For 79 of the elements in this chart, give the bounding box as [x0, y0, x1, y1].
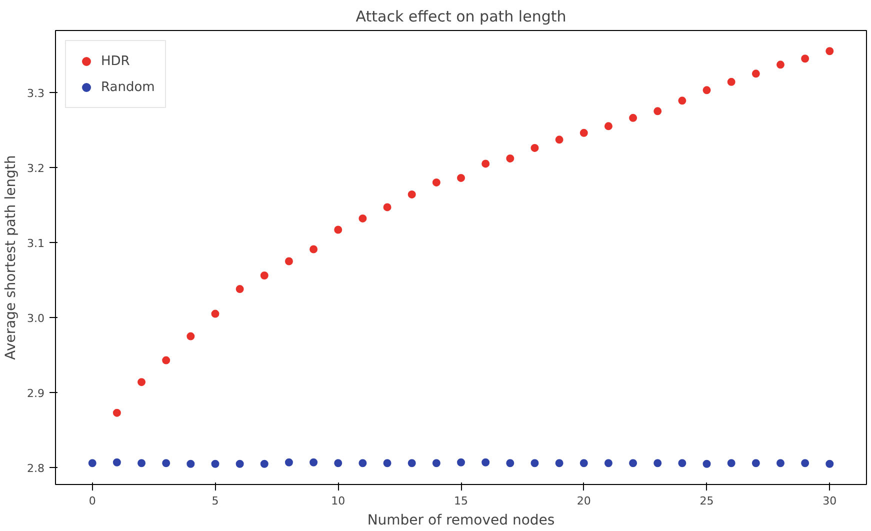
point [506, 459, 514, 468]
point [162, 459, 170, 468]
point [408, 190, 416, 198]
point [383, 459, 392, 468]
point [826, 47, 834, 56]
x-tick-label: 0 [88, 494, 96, 508]
point [186, 460, 195, 468]
point [604, 459, 612, 468]
x-tick-label: 10 [331, 494, 346, 508]
y-tick-label: 3.0 [27, 312, 45, 326]
point [112, 408, 121, 417]
y-tick-label: 2.9 [27, 387, 45, 400]
point [727, 459, 736, 468]
point [310, 245, 318, 254]
y-tick-label: 3.3 [27, 86, 45, 100]
point [506, 154, 514, 162]
point [555, 459, 564, 468]
point [702, 460, 711, 468]
point [752, 459, 760, 468]
point [776, 459, 784, 468]
point [457, 174, 465, 182]
x-tick-label: 25 [700, 494, 714, 508]
point [826, 460, 834, 468]
chart-title: Attack effect on path length [356, 8, 566, 26]
point [260, 272, 268, 280]
point [530, 459, 539, 468]
point [408, 459, 416, 468]
point [310, 458, 318, 466]
y-tick-label: 2.8 [27, 462, 45, 476]
y-tick-label: 3.2 [27, 162, 45, 175]
legend-label: Random [101, 80, 155, 94]
point [678, 96, 686, 105]
point [284, 458, 293, 466]
y-axis-title: Average shortest path length [3, 155, 20, 360]
point [383, 203, 392, 212]
point [482, 458, 490, 466]
point [284, 257, 293, 266]
point [162, 356, 170, 364]
point [236, 460, 244, 468]
point [654, 459, 662, 468]
point [432, 459, 440, 468]
point [186, 332, 195, 340]
y-tick-label: 3.1 [27, 236, 45, 250]
point [457, 458, 465, 466]
point [482, 160, 490, 168]
point [334, 459, 342, 468]
point [752, 70, 760, 78]
point [334, 226, 342, 234]
point [211, 460, 220, 468]
point [112, 458, 121, 466]
x-tick-label: 5 [212, 494, 219, 508]
point [211, 310, 220, 318]
point [358, 459, 367, 468]
point [801, 459, 810, 468]
point [580, 128, 588, 137]
point [776, 60, 784, 69]
point [629, 114, 638, 122]
point [260, 460, 268, 468]
point [138, 459, 146, 468]
point [530, 144, 539, 152]
x-axis-title: Number of removed nodes [367, 512, 555, 528]
point [727, 78, 736, 86]
point [654, 107, 662, 116]
point [801, 54, 810, 63]
point [555, 136, 564, 144]
point [358, 214, 367, 222]
point [678, 459, 686, 468]
point [604, 122, 612, 130]
point [580, 459, 588, 468]
x-tick-label: 20 [576, 494, 591, 508]
point [236, 285, 244, 294]
x-tick-label: 15 [454, 494, 468, 508]
point [702, 86, 711, 94]
x-tick-label: 30 [822, 494, 837, 508]
point [88, 459, 96, 468]
legend-label: HDR [101, 54, 130, 68]
point [432, 178, 440, 186]
point [138, 378, 146, 386]
point [629, 459, 638, 468]
